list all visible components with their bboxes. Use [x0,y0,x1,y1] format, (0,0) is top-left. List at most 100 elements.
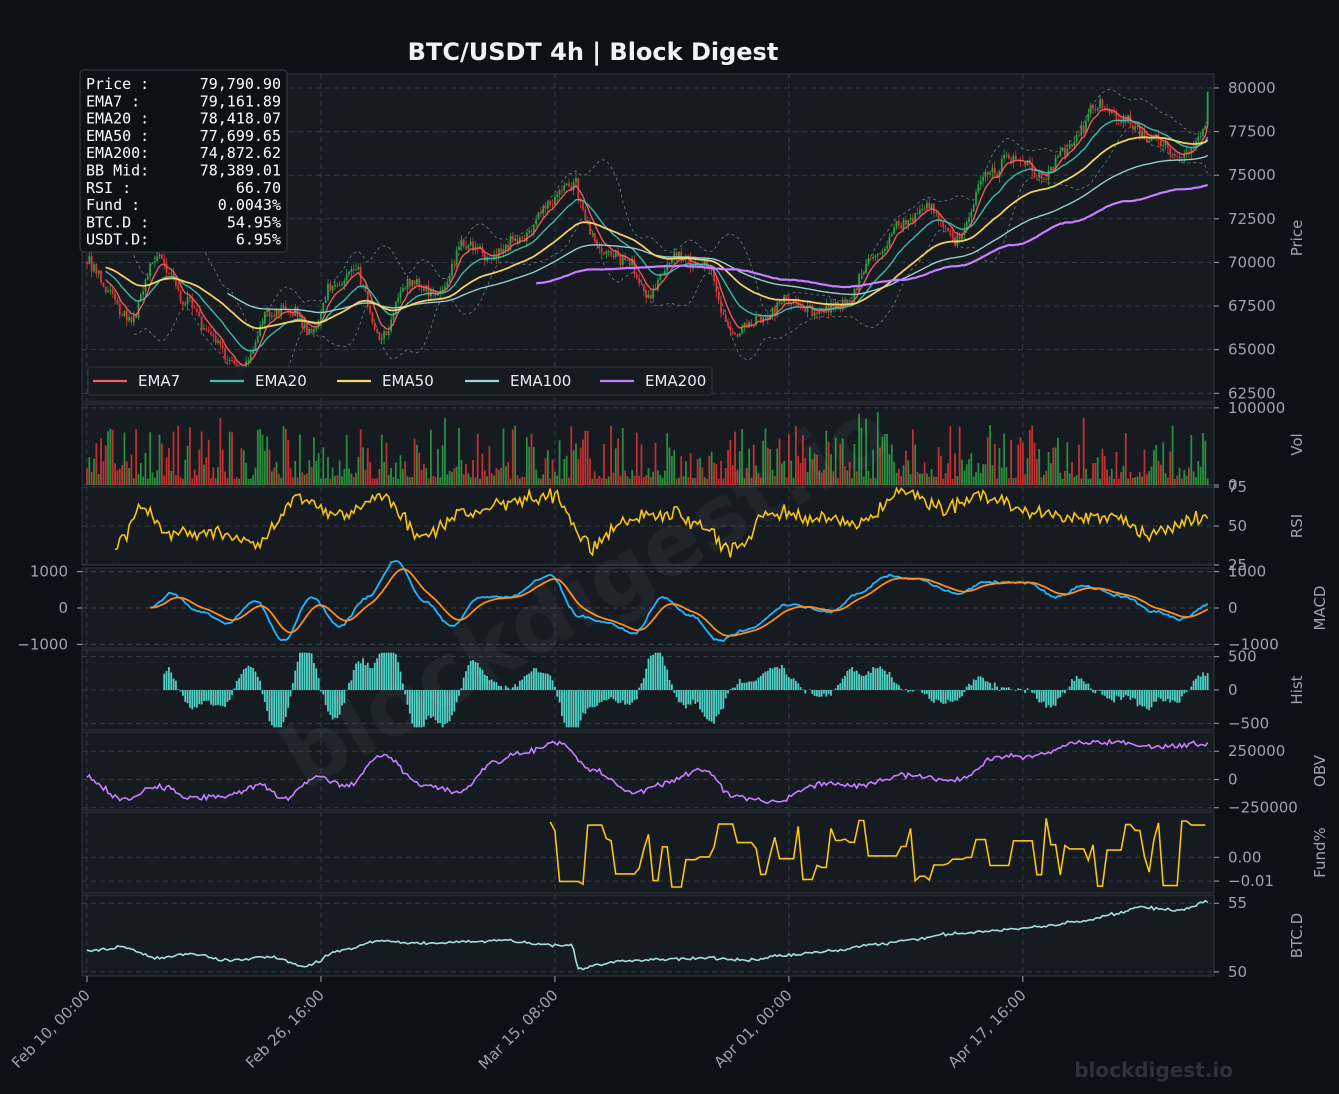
volume-bar [916,472,919,485]
volume-bar [476,433,479,485]
volume-bar [893,462,896,485]
candle-body [1042,178,1045,180]
candle-body [1085,120,1087,134]
hist-bar [607,690,610,700]
hist-bar [897,685,900,690]
chart-title: BTC/USDT 4h | Block Digest [408,38,779,66]
volume-bar [937,447,940,485]
candle-body [539,212,542,214]
macd-ytick-label: 0 [1228,599,1238,617]
panel-funding: −0.01 0.00 Fund% [81,811,1329,894]
volume-bar [701,467,704,485]
hist-bar [1178,690,1181,703]
hist-bar [266,690,269,711]
candle-body [1106,107,1108,109]
candle-body [809,305,811,307]
hist-bar [299,652,301,690]
hist-bar [554,686,556,690]
volume-bar [568,477,570,485]
hist-bar [776,667,779,690]
candle-body [806,306,809,312]
candle-body [832,304,835,310]
hist-bar [785,674,788,690]
volume-bar [904,450,907,485]
volume-bar [511,429,514,485]
hist-bar [537,672,540,690]
info-value: 6.95% [236,231,281,249]
volume-bar [575,443,577,485]
volume-bar [432,475,435,485]
hist-bar [221,690,224,707]
candle-body [656,279,659,291]
legend-box [87,366,713,396]
candle-body [132,314,135,323]
candle-body [467,245,470,249]
hist-bar [1045,690,1048,708]
candle-body [1089,105,1092,114]
hist-bar [1185,690,1188,692]
volume-bar [116,470,119,485]
volume-bar [750,478,753,485]
hist-bar [518,680,521,690]
volume-bar [497,469,500,485]
volume-bar [212,467,215,485]
volume-bar [902,465,905,485]
candle-body [1040,170,1043,179]
volume-bar [163,475,166,485]
candle-body [196,308,198,312]
hist-bar [509,689,512,690]
volume-bar [366,448,369,485]
candle-body [100,270,102,283]
volume-bar [1136,476,1139,485]
volume-bar [186,445,189,485]
candle-body [1166,142,1169,148]
hist-bar [743,682,746,690]
candle-body [965,222,968,229]
volume-bar [582,439,584,485]
hist-bar [488,680,491,690]
candle-body [780,302,783,304]
hist-bar [605,690,608,701]
volume-bar [226,478,229,485]
candle-body [926,202,928,209]
volume-bar [804,457,807,485]
candle-body [125,310,128,321]
hist-bar [575,690,577,728]
volume-bar [144,452,147,485]
hist-bar [865,674,867,690]
volume-bar [1188,467,1190,485]
volume-bar [401,468,404,485]
volume-bar [334,475,336,485]
volume-bar [296,477,299,485]
hist-bar [853,671,856,690]
volume-ytick-label: 0 [1228,476,1238,494]
volume-bar [930,469,933,485]
hist-bar [993,682,996,690]
volume-bar [928,476,931,485]
hist-bar [418,690,421,728]
candle-body [846,299,849,306]
candle-body [858,274,860,291]
hist-bar [656,652,659,690]
candle-body [668,263,671,264]
hist-bar [972,679,975,690]
candle-body [586,220,589,222]
volume-bar [909,474,912,485]
hist-bar [736,684,739,690]
hist-bar [1136,690,1139,707]
candle-body [993,167,996,174]
hist-bar [947,690,949,700]
hist-bar [610,690,612,698]
candle-body [214,336,217,343]
volume-bar [624,470,627,485]
candle-body [596,240,598,246]
hist-bar [214,690,217,706]
candle-body [378,332,381,341]
hist-bar [764,671,767,690]
hist-bar [423,690,425,727]
candle-body [575,178,577,183]
candle-body [951,232,954,238]
candle-body [373,322,376,330]
hist-bar [1071,679,1073,690]
volume-bar [348,468,350,485]
